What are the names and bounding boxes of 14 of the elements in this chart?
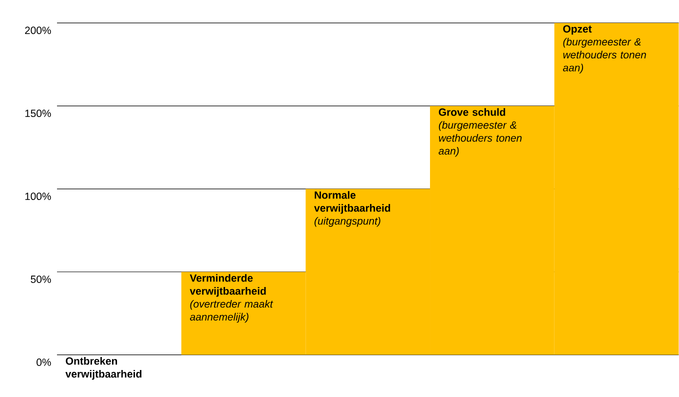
annotation: (burgemeester & wethouders tonen aan) <box>438 121 522 157</box>
annotation: (uitgangspunt) <box>314 217 380 227</box>
x-tick-label: Grove schuld <box>438 108 506 116</box>
y-tick-label: 200% <box>25 26 51 34</box>
y-tick-label: 100% <box>25 192 51 200</box>
annotation: (burgemeester & wethouders tonen aan) <box>563 38 646 74</box>
x-tick-label: Opzet <box>563 25 592 35</box>
x-tick-label: Verminderde verwijtbaarheid <box>190 274 266 297</box>
y-tick-label: 150% <box>25 110 51 118</box>
annotation: (overtreder maakt aannemelijk) <box>190 300 274 323</box>
x-tick-label: Normale verwijtbaarheid <box>314 191 390 214</box>
y-tick-label: 50% <box>30 276 51 284</box>
y-tick-label: 0% <box>36 358 51 366</box>
x-tick-label: Ontbreken verwijtbaarheid <box>65 357 142 380</box>
